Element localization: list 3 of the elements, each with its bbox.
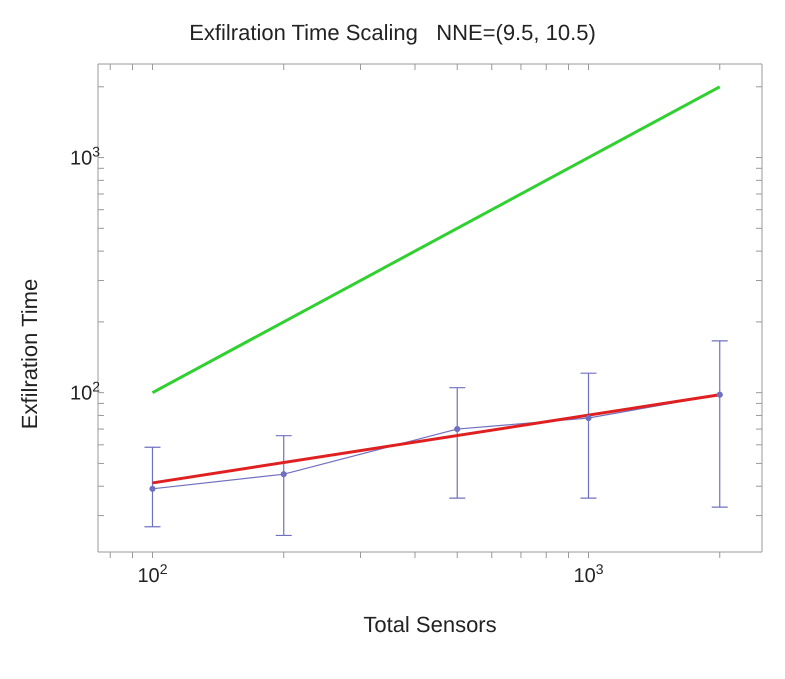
x-axis-title: Total Sensors <box>362 612 498 638</box>
chart-title: Exfilration Time Scaling NNE=(9.5, 10.5) <box>188 20 597 46</box>
y-axis-title: Exfilration Time <box>17 278 43 430</box>
